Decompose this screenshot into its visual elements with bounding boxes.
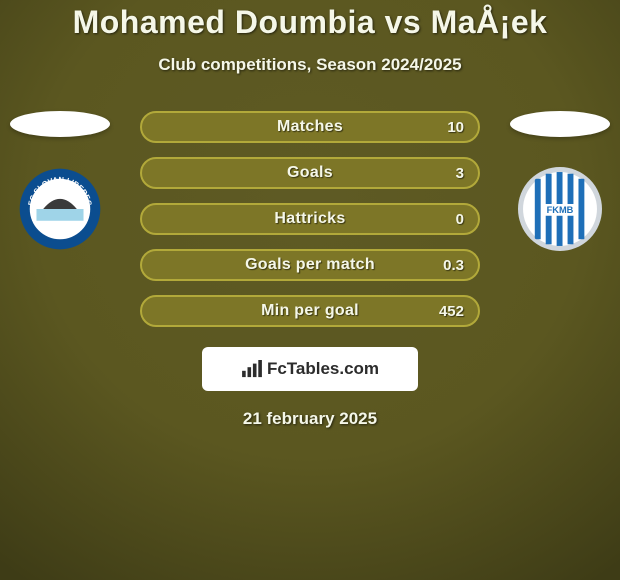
stat-bar: Goals per match 0.3 xyxy=(140,249,480,281)
bar-chart-icon xyxy=(241,360,263,378)
stat-bar: Matches 10 xyxy=(140,111,480,143)
stat-bars: Matches 10 Goals 3 Hattricks 0 Goals per match… xyxy=(140,111,480,327)
right-player-oval xyxy=(510,111,610,137)
stat-bar: Goals 3 xyxy=(140,157,480,189)
stat-label: Hattricks xyxy=(274,210,345,228)
stat-label: Min per goal xyxy=(261,302,359,320)
comparison-subtitle: Club competitions, Season 2024/2025 xyxy=(0,55,620,75)
fkmb-crest-icon: FKMB xyxy=(518,167,602,251)
stat-bar: Min per goal 452 xyxy=(140,295,480,327)
fctables-logo-text: FcTables.com xyxy=(267,359,379,379)
fctables-logo[interactable]: FcTables.com xyxy=(202,347,418,391)
stat-value-right: 452 xyxy=(439,303,464,320)
stat-value-right: 0.3 xyxy=(443,257,464,274)
comparison-main-row: FC SLOVAN LIBEREC Matches 10 Goals 3 Hattric… xyxy=(0,111,620,327)
svg-text:FKMB: FKMB xyxy=(547,205,574,215)
stat-value-right: 10 xyxy=(447,119,464,136)
right-player-column: FKMB xyxy=(510,111,610,251)
stat-value-right: 0 xyxy=(456,211,464,228)
stat-label: Goals per match xyxy=(245,256,375,274)
slovan-liberec-crest-icon: FC SLOVAN LIBEREC xyxy=(18,167,102,251)
stat-label: Matches xyxy=(277,118,343,136)
left-player-column: FC SLOVAN LIBEREC xyxy=(10,111,110,251)
stat-value-right: 3 xyxy=(456,165,464,182)
stat-bar: Hattricks 0 xyxy=(140,203,480,235)
left-player-oval xyxy=(10,111,110,137)
stat-label: Goals xyxy=(287,164,333,182)
right-club-crest: FKMB xyxy=(510,167,610,251)
comparison-title: Mohamed Doumbia vs MaÅ¡ek xyxy=(0,4,620,41)
comparison-date: 21 february 2025 xyxy=(0,409,620,429)
left-club-crest: FC SLOVAN LIBEREC xyxy=(10,167,110,251)
